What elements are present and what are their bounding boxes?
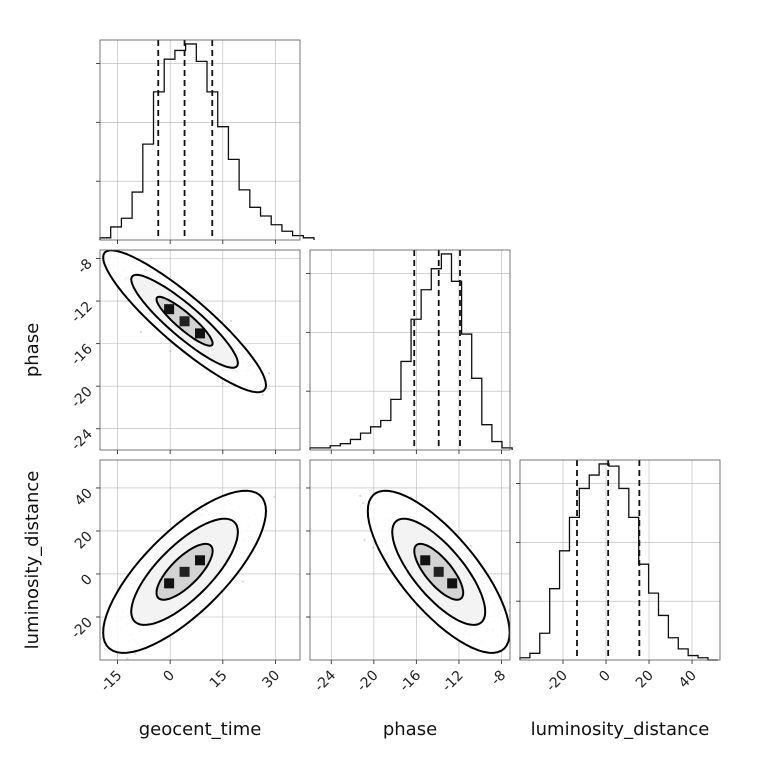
x-tick-label-phase: -20	[354, 668, 381, 695]
x-tick-label-luminosity-distance: -20	[543, 668, 570, 695]
density-core	[195, 328, 205, 339]
scatter-point	[134, 652, 137, 655]
y-tick-label-luminosity-distance: 40	[72, 485, 96, 509]
scatter-point	[470, 544, 473, 547]
x-tick-label-luminosity-distance: 0	[596, 668, 614, 686]
x-tick-label-phase: -16	[397, 667, 425, 695]
contour-line	[155, 542, 214, 601]
scatter-panel-0	[70, 226, 271, 396]
y-tick-label-phase: -20	[68, 384, 95, 411]
x-tick-label-phase: -12	[439, 668, 466, 695]
scatter-point	[261, 393, 265, 396]
scatter-point	[526, 606, 528, 608]
density-core	[433, 566, 444, 577]
scatter-point	[267, 387, 270, 390]
contour-line	[391, 517, 487, 626]
density-core	[195, 555, 205, 566]
x-tick-label-geocent-time: 15	[207, 668, 231, 692]
scatter-point	[241, 580, 244, 583]
y-tick-label-phase: -8	[75, 256, 96, 277]
panel-frame-phase	[309, 249, 511, 451]
scatter-point	[359, 494, 362, 497]
y-tick-label-luminosity-distance: 20	[72, 528, 96, 552]
panel-frame-2d-2	[309, 459, 511, 661]
y-tick-label-phase: -12	[68, 299, 95, 326]
histogram-luminosity-distance	[519, 463, 718, 661]
ylabel-luminosity-distance: luminosity_distance	[22, 471, 43, 650]
y-tick-label-phase: -16	[68, 341, 96, 369]
scatter-point	[100, 667, 102, 669]
panel-frame-geocent-time	[99, 39, 301, 241]
scatter-panel-1	[93, 489, 276, 679]
panel-frame-2d-0	[99, 249, 301, 451]
x-tick-label-geocent-time: -15	[98, 668, 125, 695]
scatter-point	[267, 372, 271, 375]
x-tick-label-phase: -24	[312, 667, 340, 695]
scatter-point	[93, 677, 95, 679]
scatter-point	[70, 226, 72, 228]
x-tick-label-geocent-time: 0	[160, 668, 178, 686]
x-tick-label-luminosity-distance: 40	[676, 668, 700, 692]
y-tick-label-luminosity-distance: 0	[78, 571, 96, 589]
scatter-point	[140, 330, 143, 333]
x-tick-label-luminosity-distance: 20	[633, 668, 657, 692]
contour-line	[413, 542, 465, 601]
panel-frame-luminosity-distance	[519, 459, 721, 661]
scatter-panel-2	[359, 489, 528, 654]
contour-line	[102, 250, 268, 394]
contour-line	[155, 295, 214, 347]
contour-line	[102, 489, 268, 654]
xlabel-phase: phase	[383, 719, 437, 740]
scatter-point	[96, 632, 98, 634]
histogram-geocent-time	[99, 43, 315, 240]
scatter-point	[126, 657, 129, 660]
density-core	[179, 566, 190, 577]
scatter-point	[363, 538, 366, 542]
density-core	[447, 578, 458, 589]
x-tick-label-phase: -8	[488, 668, 509, 689]
density-core	[420, 555, 431, 566]
xlabel-geocent-time: geocent_time	[139, 719, 262, 740]
y-tick-label-phase: -24	[68, 426, 96, 454]
density-core	[179, 316, 190, 327]
scatter-point	[169, 350, 172, 353]
density-core	[164, 304, 175, 315]
scatter-point	[372, 546, 375, 549]
contour-line	[366, 489, 510, 654]
contour-line	[130, 517, 239, 626]
density-core	[164, 578, 175, 589]
scatter-point	[507, 609, 510, 612]
scatter-point	[221, 382, 224, 385]
x-tick-label-geocent-time: 30	[259, 668, 283, 692]
y-tick-label-luminosity-distance: -20	[68, 615, 95, 642]
xlabel-luminosity-distance: luminosity_distance	[531, 719, 710, 740]
panel-frame-2d-1	[99, 459, 301, 661]
scatter-point	[273, 495, 276, 498]
contour-line	[130, 273, 239, 369]
ylabel-phase: phase	[22, 323, 43, 377]
scatter-point	[362, 502, 365, 505]
histogram-phase	[309, 253, 513, 450]
scatter-point	[229, 320, 233, 323]
scatter-point	[512, 631, 514, 633]
